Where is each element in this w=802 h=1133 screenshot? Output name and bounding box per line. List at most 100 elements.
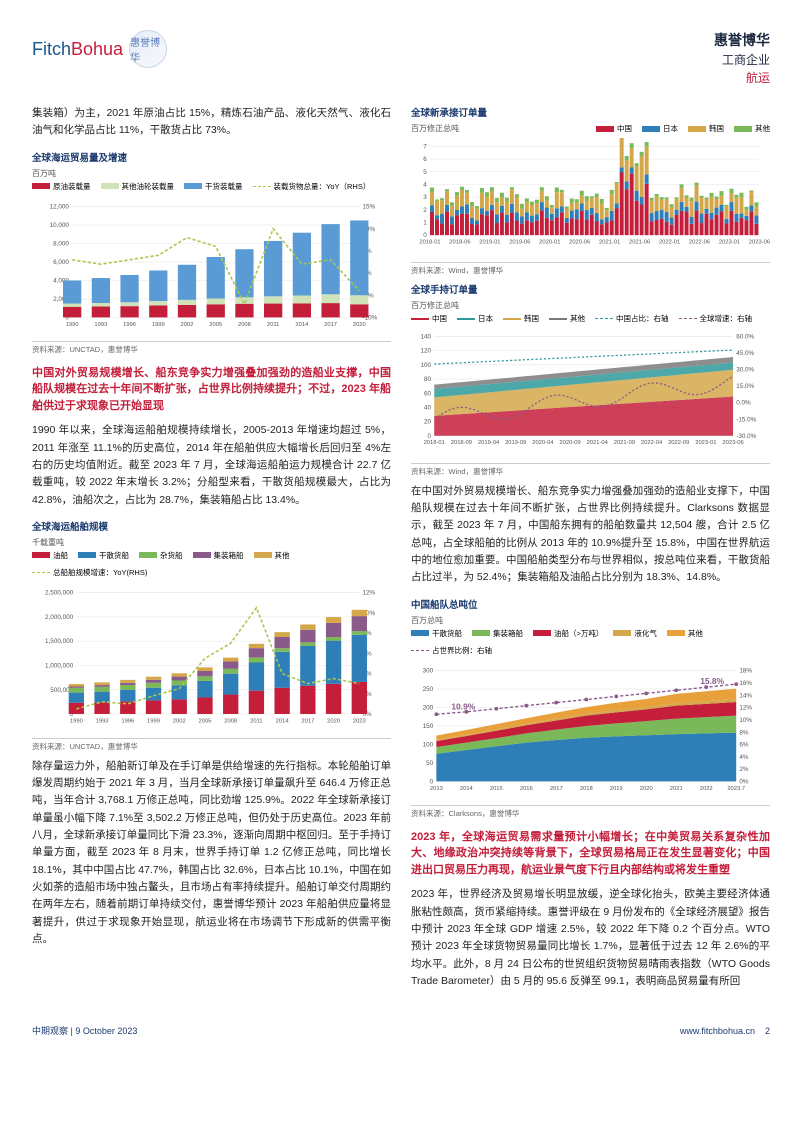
svg-text:1993: 1993: [94, 321, 107, 327]
svg-text:2: 2: [423, 207, 427, 214]
svg-text:2019-01: 2019-01: [479, 240, 500, 246]
chart-sub: 百万修正总吨: [411, 300, 770, 311]
right-column: 全球新承接订单量 百万修正总吨 中国日本韩国其他 012345672018-01…: [411, 105, 770, 1000]
svg-text:2005: 2005: [199, 718, 212, 724]
svg-text:140: 140: [421, 334, 432, 341]
svg-text:2013: 2013: [430, 786, 443, 792]
chart-new-orders: 全球新承接订单量 百万修正总吨 中国日本韩国其他 012345672018-01…: [411, 105, 770, 276]
svg-text:15%: 15%: [362, 203, 375, 210]
chart-legend: 干散货船集装箱船油船（>万吨）液化气其他占世界比例：右轴: [411, 628, 770, 656]
svg-text:1: 1: [423, 220, 427, 227]
svg-text:2018-01: 2018-01: [419, 240, 440, 246]
svg-text:2002: 2002: [173, 718, 186, 724]
svg-text:2020-04: 2020-04: [532, 440, 554, 446]
svg-text:1990: 1990: [70, 718, 83, 724]
svg-text:150: 150: [423, 723, 434, 730]
svg-text:2019-04: 2019-04: [478, 440, 500, 446]
svg-text:2020: 2020: [353, 321, 366, 327]
chart-source: 资料来源：Wind，惠誉博华: [411, 262, 770, 276]
svg-text:2014: 2014: [276, 718, 290, 724]
svg-text:2023-06: 2023-06: [722, 440, 743, 446]
svg-text:1990: 1990: [66, 321, 79, 327]
chart-title: 全球手持订单量: [411, 282, 770, 296]
svg-text:-15.0%: -15.0%: [736, 416, 756, 423]
svg-text:4%: 4%: [739, 754, 749, 761]
svg-text:2023: 2023: [353, 718, 366, 724]
header-sector: 工商企业: [714, 51, 770, 69]
svg-text:100: 100: [423, 741, 434, 748]
svg-text:12%: 12%: [362, 590, 375, 597]
svg-text:2020-01: 2020-01: [539, 240, 560, 246]
svg-text:8,000: 8,000: [53, 240, 69, 247]
header-company: 惠誉博华: [714, 30, 770, 51]
svg-text:1993: 1993: [96, 718, 109, 724]
svg-text:50: 50: [426, 760, 434, 767]
svg-text:80: 80: [424, 376, 432, 383]
svg-text:2023-01: 2023-01: [719, 240, 740, 246]
svg-text:200: 200: [423, 704, 434, 711]
svg-text:2019-06: 2019-06: [509, 240, 530, 246]
svg-text:1996: 1996: [123, 321, 136, 327]
section-heading: 中国对外贸易规模增长、船东竞争实力增强叠加强劲的造船业支撑，中国船队规模在过去十…: [32, 365, 391, 415]
svg-text:2020: 2020: [327, 718, 340, 724]
svg-text:2011: 2011: [250, 718, 262, 724]
svg-text:2008: 2008: [238, 321, 251, 327]
svg-text:2019-09: 2019-09: [505, 440, 526, 446]
svg-text:1999: 1999: [152, 321, 165, 327]
chart-legend: 中国日本韩国其他中国占比：右轴全球增速：右轴: [411, 313, 770, 324]
section-heading: 2023 年，全球海运贸易需求量预计小幅增长；在中美贸易关系复杂性加大、地缘政治…: [411, 829, 770, 879]
svg-text:16%: 16%: [739, 680, 752, 687]
svg-text:40: 40: [424, 405, 432, 412]
svg-text:2022-01: 2022-01: [659, 240, 680, 246]
svg-text:15.8%: 15.8%: [700, 676, 724, 686]
svg-text:30.0%: 30.0%: [736, 367, 754, 374]
svg-text:2022-04: 2022-04: [641, 440, 663, 446]
svg-text:10%: 10%: [739, 717, 752, 724]
svg-text:2020-06: 2020-06: [569, 240, 590, 246]
paragraph: 2023 年，世界经济及贸易增长明显放缓，逆全球化抬头，欧美主要经济体通胀粘性颇…: [411, 886, 770, 990]
chart-source: 资料来源：Wind，惠誉博华: [411, 463, 770, 477]
svg-text:2023.7: 2023.7: [727, 786, 745, 792]
svg-text:45.0%: 45.0%: [736, 350, 754, 357]
svg-text:3: 3: [423, 194, 427, 201]
svg-text:2018-06: 2018-06: [449, 240, 470, 246]
svg-text:4: 4: [423, 182, 427, 189]
chart-sub: 百万吨: [32, 168, 391, 179]
svg-text:2017: 2017: [301, 718, 314, 724]
svg-text:2016: 2016: [520, 786, 533, 792]
chart-sub: 百万总吨: [411, 615, 770, 626]
svg-text:300: 300: [423, 667, 434, 674]
paragraph: 集装箱）为主，2021 年原油占比 15%，精炼石油产品、液化天然气、液化石油气…: [32, 105, 391, 140]
chart-china-fleet: 中国船队总吨位 百万总吨 干散货船集装箱船油船（>万吨）液化气其他占世界比例：右…: [411, 597, 770, 819]
svg-text:6,000: 6,000: [53, 259, 69, 266]
svg-text:60.0%: 60.0%: [736, 334, 754, 341]
chart-legend: 油船干散货船杂货船集装箱船其他总船舶规模增速：YoY(RHS): [32, 550, 391, 578]
svg-text:60: 60: [424, 390, 432, 397]
svg-text:2011: 2011: [267, 321, 279, 327]
svg-text:0.0%: 0.0%: [736, 400, 751, 407]
chart-title: 中国船队总吨位: [411, 597, 770, 611]
svg-text:0: 0: [430, 778, 434, 785]
svg-text:2018-09: 2018-09: [451, 440, 472, 446]
chart-canvas: 0501001502002503000%2%4%6%8%10%12%14%16%…: [411, 660, 770, 797]
chart-source: 资料来源：UNCTAD，惠誉博华: [32, 341, 391, 355]
paragraph: 除存量运力外，船舶新订单及在手订单是供给增速的先行指标。本轮船舶订单爆发周期约始…: [32, 758, 391, 948]
svg-text:1996: 1996: [121, 718, 134, 724]
page-header: FitchBohua 惠誉博华 惠誉博华 工商企业 航运: [32, 30, 770, 87]
svg-text:2018-01: 2018-01: [424, 440, 445, 446]
paragraph: 在中国对外贸易规模增长、船东竞争实力增强叠加强劲的造船业支撑下，中国船队规模在过…: [411, 483, 770, 587]
chart-sub: 千载重吨: [32, 537, 391, 548]
svg-text:2018: 2018: [580, 786, 593, 792]
svg-text:2,000,000: 2,000,000: [45, 614, 74, 621]
svg-text:2,500,000: 2,500,000: [45, 590, 74, 597]
header-subsector: 航运: [714, 69, 770, 87]
svg-text:2015: 2015: [490, 786, 503, 792]
svg-text:100: 100: [421, 362, 432, 369]
svg-text:2014: 2014: [460, 786, 474, 792]
svg-text:2002: 2002: [181, 321, 194, 327]
svg-text:10,000: 10,000: [50, 222, 70, 229]
chart-order-book: 全球手持订单量 百万修正总吨 中国日本韩国其他中国占比：右轴全球增速：右轴 02…: [411, 282, 770, 477]
logo-bohua: Bohua: [71, 39, 123, 59]
chart-legend: 中国日本韩国其他: [596, 123, 770, 134]
svg-text:6%: 6%: [739, 741, 749, 748]
